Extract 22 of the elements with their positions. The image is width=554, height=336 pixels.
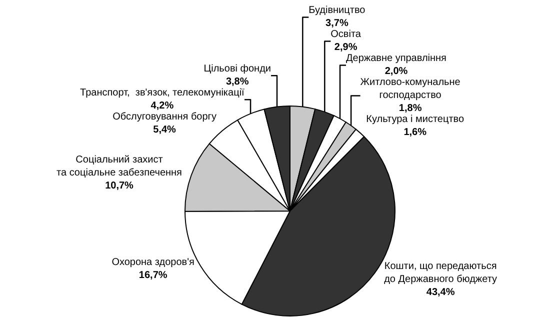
data-label: 5,4%	[153, 124, 176, 136]
slice-label: Культура і мистецтво	[366, 114, 464, 126]
data-label: 1,8%	[398, 103, 422, 114]
slice-label: Обслуговування боргу	[112, 112, 216, 123]
slice-label: Цільові фонди	[204, 64, 272, 75]
slice-label: Соціальний захист та соціальне забезпечення	[56, 154, 182, 179]
slice-label: Житлово-комунальне господарство	[360, 77, 461, 102]
slice-label: Будівництво	[308, 5, 366, 16]
data-label: 16,7%	[138, 270, 168, 282]
data-label: 3,8%	[226, 76, 249, 88]
data-label: 1,6%	[404, 127, 427, 138]
data-label: 43,4%	[426, 286, 455, 298]
slice-label: Кошти, що передаються до Державного бюджету	[384, 260, 498, 285]
slice-label: Освіта	[330, 29, 362, 40]
slice-label: Охорона здоров'я	[112, 257, 194, 268]
data-label: 3,7%	[326, 18, 348, 30]
data-label: 4,2%	[150, 100, 174, 112]
data-label: 2,9%	[334, 42, 358, 54]
slice-label: Державне управління	[346, 53, 446, 64]
data-label: 2,0%	[384, 66, 408, 78]
slice-label: Транспорт, зв'язок, телекомунікації	[80, 88, 245, 99]
data-label: 10,7%	[105, 180, 134, 192]
